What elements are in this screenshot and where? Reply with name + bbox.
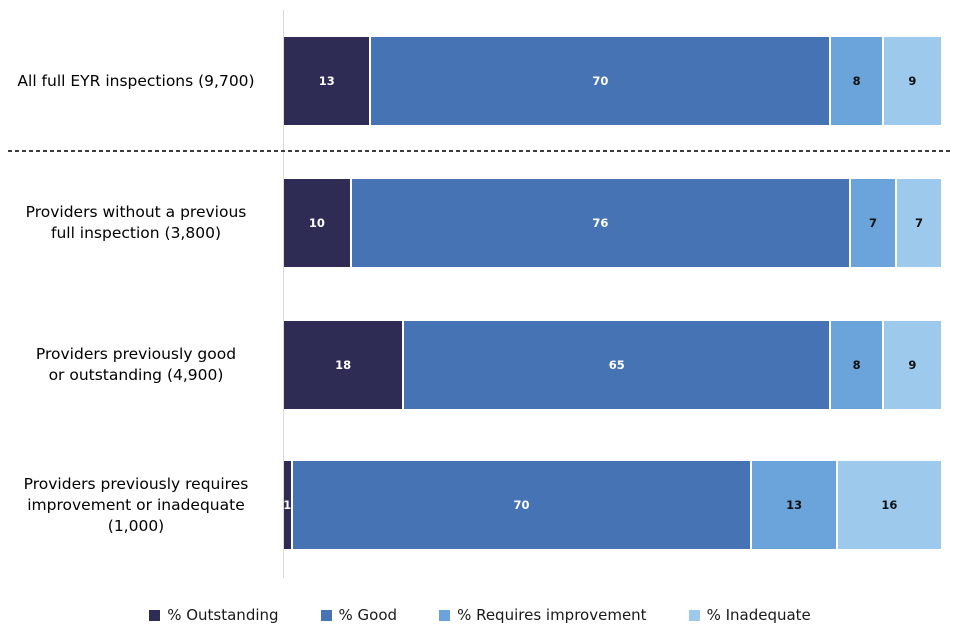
category-label: All full EYR inspections (9,700)	[0, 37, 272, 125]
category-label-line: improvement or inadequate	[27, 495, 245, 514]
bar-value-label: 65	[608, 358, 625, 372]
bar-segment: 65	[402, 321, 830, 409]
category-label-line: All full EYR inspections (9,700)	[17, 71, 255, 90]
category-label-line: Providers previously requires	[23, 474, 249, 493]
legend-label: % Inadequate	[706, 606, 811, 624]
legend-label: % Requires improvement	[457, 606, 647, 624]
bar-value-label: 10	[308, 216, 325, 230]
bar-segment: 7	[849, 179, 895, 267]
legend: % Outstanding % Good % Requires improvemen…	[0, 601, 960, 629]
bar-value-label: 1	[283, 498, 292, 512]
bar-value-label: 16	[881, 498, 898, 512]
bar-value-label: 13	[786, 498, 803, 512]
legend-item: % Outstanding	[149, 606, 279, 624]
bar-segment: 13	[284, 37, 370, 125]
bar-track: 10 76 7 7	[284, 179, 941, 267]
bar-value-label: 70	[513, 498, 530, 512]
legend-marker	[688, 609, 700, 621]
bar-segment: 18	[284, 321, 403, 409]
legend-item: % Inadequate	[688, 606, 811, 624]
bar-track: 1 70 13 16	[283, 461, 941, 549]
bar-value-label: 8	[852, 358, 861, 372]
bar-value-label: 9	[908, 358, 917, 372]
bar-segment: 7	[894, 179, 941, 267]
bar-track: 18 65 8 9	[284, 321, 941, 409]
legend-marker	[320, 609, 332, 621]
bar-segment: 70	[369, 37, 830, 125]
category-label: Providers previously good or outstanding …	[0, 321, 272, 409]
bar-segment: 76	[349, 179, 849, 267]
bar-segment: 8	[829, 37, 882, 125]
bar-segment: 8	[829, 321, 882, 409]
bar-segment: 70	[290, 461, 751, 549]
bar-value-label: 13	[318, 74, 335, 88]
bar-segment: 16	[835, 461, 941, 549]
category-label-line: Providers previously good	[35, 345, 237, 363]
bar-segment: 13	[750, 461, 836, 549]
legend-marker	[149, 609, 161, 621]
chart-row: Providers previously requires improvement…	[0, 461, 960, 549]
bar-segment: 9	[881, 37, 941, 125]
chart-row: Providers previously good or outstanding …	[0, 321, 960, 409]
category-label-line: or outstanding (4,900)	[48, 366, 224, 384]
category-axis-line	[283, 10, 284, 578]
bar-value-label: 18	[335, 358, 352, 372]
chart-row: All full EYR inspections (9,700) 13 70 8 9	[0, 37, 960, 125]
bar-value-label: 8	[852, 74, 861, 88]
bar-segment: 10	[284, 179, 350, 267]
legend-label: % Good	[338, 606, 398, 624]
category-label-line: full inspection (3,800)	[50, 224, 221, 242]
legend-marker	[439, 609, 451, 621]
bar-segment: 9	[881, 321, 941, 409]
bar-track: 13 70 8 9	[284, 37, 941, 125]
category-label: Providers without a previous full inspect…	[0, 179, 272, 267]
legend-label: % Outstanding	[167, 606, 279, 624]
legend-item: % Good	[320, 606, 398, 624]
category-label-line: Providers without a previous	[25, 203, 247, 221]
bar-segment: 1	[283, 461, 292, 549]
bar-value-label: 7	[868, 216, 877, 230]
bar-value-label: 9	[908, 74, 917, 88]
dashed-separator-line	[8, 150, 952, 152]
bar-value-label: 70	[592, 74, 609, 88]
bar-value-label: 7	[914, 216, 923, 230]
bar-value-label: 76	[592, 216, 609, 230]
chart-row: Providers without a previous full inspect…	[0, 179, 960, 267]
category-label-line: (1,000)	[107, 516, 165, 535]
legend-item: % Requires improvement	[439, 606, 647, 624]
category-label: Providers previously requires improvement…	[0, 461, 272, 549]
